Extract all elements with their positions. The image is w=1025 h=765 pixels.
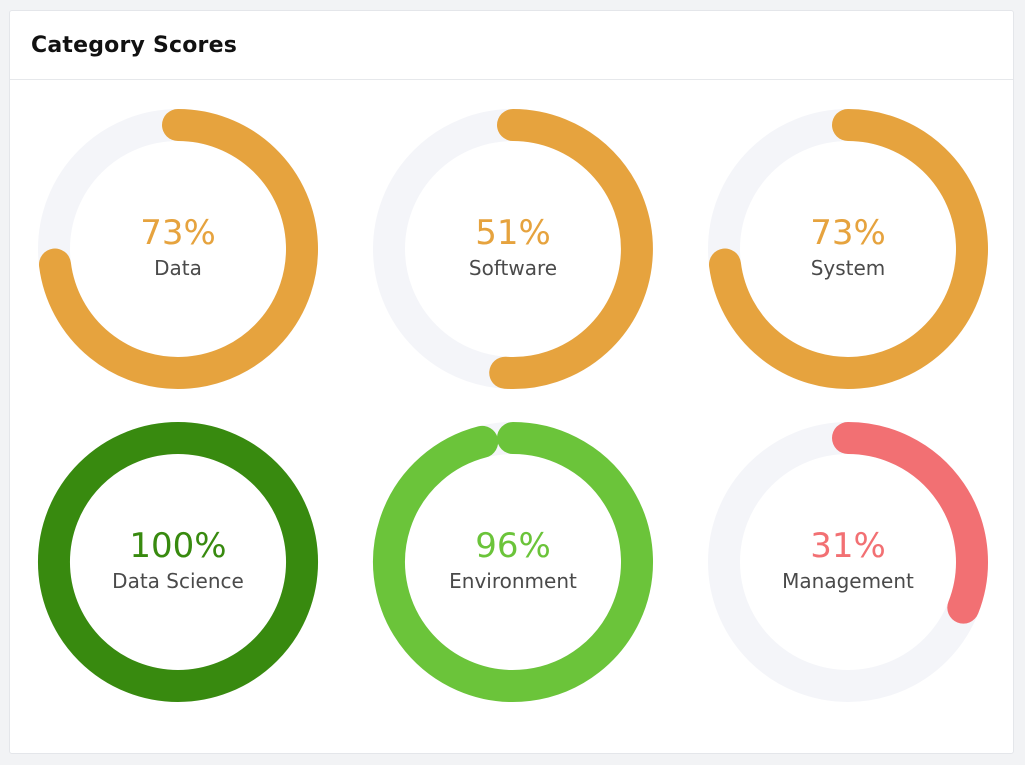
gauge-ring — [373, 109, 653, 389]
gauge-ring — [38, 109, 318, 389]
gauge-value: 96% — [475, 526, 551, 566]
gauge-value: 51% — [475, 213, 551, 253]
category-scores-card: Category Scores 73% Data 51% Software — [9, 10, 1014, 754]
gauge-label: Environment — [449, 569, 577, 593]
card-title: Category Scores — [31, 32, 238, 58]
gauge-arc — [373, 422, 654, 702]
card-header: Category Scores — [10, 11, 1013, 80]
gauge-value: 73% — [810, 213, 886, 253]
gauge-management: 31% Management — [703, 417, 993, 707]
gauge-data: 73% Data — [33, 104, 323, 394]
gauge-value: 31% — [810, 526, 886, 566]
gauge-software: 51% Software — [368, 104, 658, 394]
gauge-ring — [38, 422, 318, 703]
gauge-environment: 96% Environment — [368, 417, 658, 707]
gauge-grid: 73% Data 51% Software 73% System — [10, 80, 1015, 750]
gauge-label: Data Science — [112, 569, 244, 593]
gauge-ring — [708, 422, 988, 702]
gauge-value: 100% — [129, 526, 227, 566]
gauge-arc — [832, 422, 988, 624]
gauge-label: System — [810, 256, 886, 280]
gauge-arc — [38, 422, 318, 703]
gauge-label: Management — [782, 569, 914, 593]
gauge-label: Data — [154, 256, 202, 280]
gauge-data-science: 100% Data Science — [33, 417, 323, 707]
gauge-ring — [373, 422, 654, 702]
gauge-ring — [708, 109, 988, 389]
gauge-arc — [38, 109, 318, 389]
gauge-value: 73% — [140, 213, 216, 253]
gauge-arc — [708, 109, 988, 389]
gauge-label: Software — [468, 256, 558, 280]
gauge-arc — [489, 109, 653, 389]
gauge-system: 73% System — [703, 104, 993, 394]
